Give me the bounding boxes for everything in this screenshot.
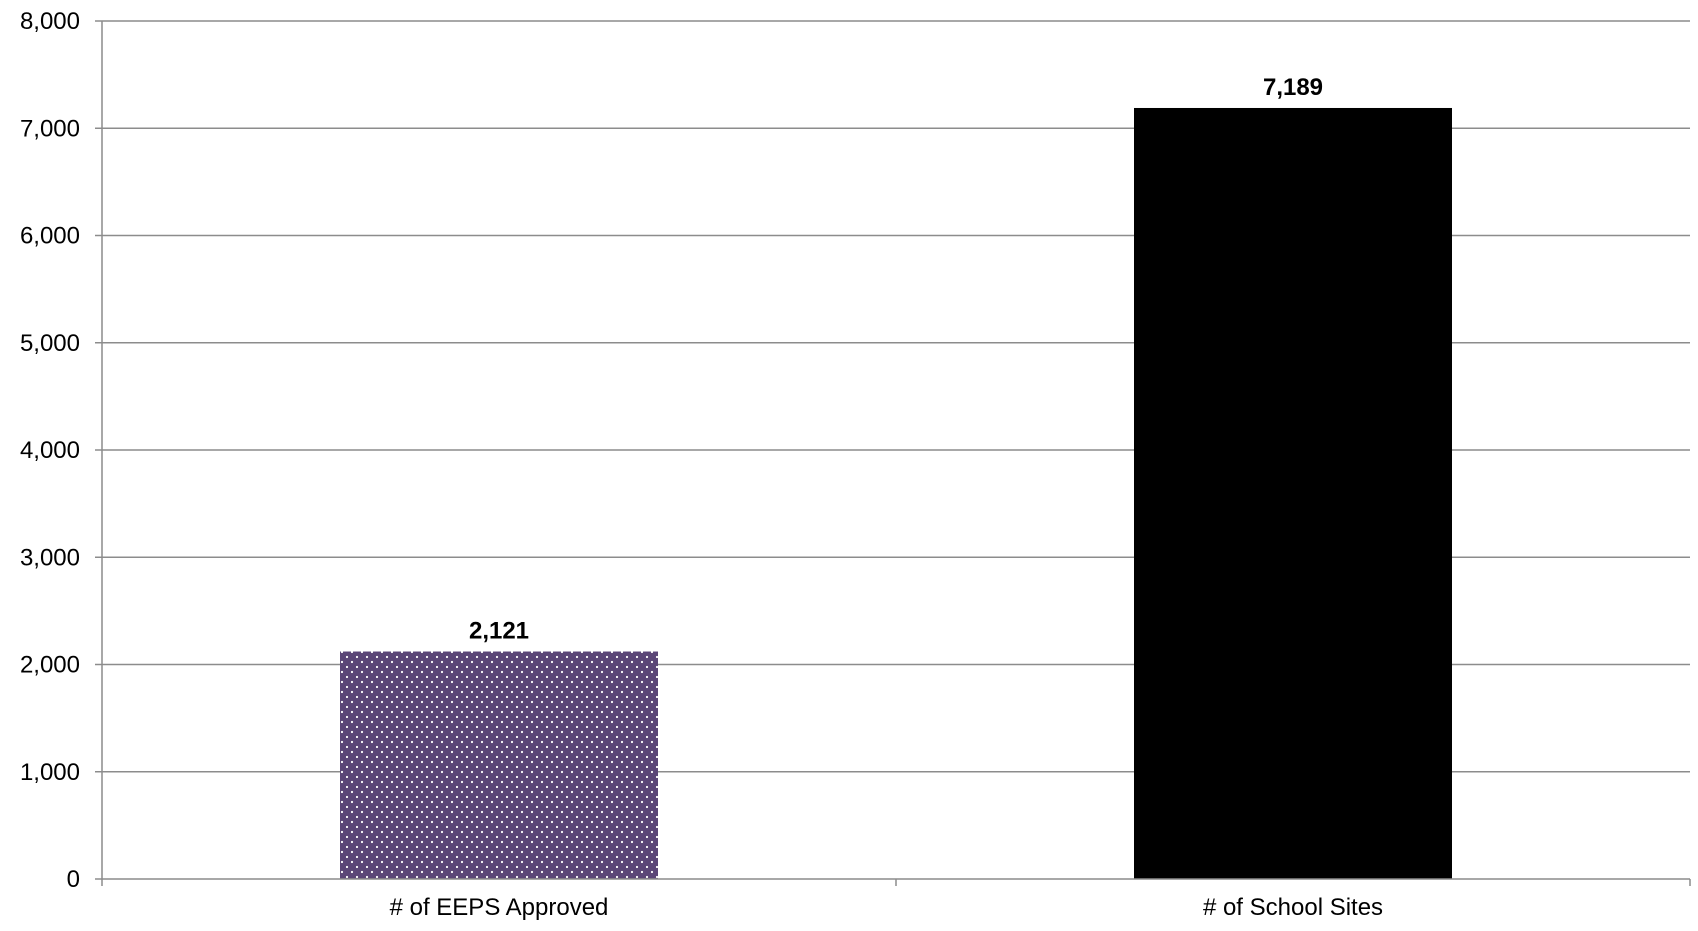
x-tick-label: # of EEPS Approved: [390, 894, 609, 921]
labels: 0 1,000 2,000 3,000 4,000 5,000 6,000 7,000 8,00…: [20, 8, 1383, 921]
y-tick-label: 4,000: [20, 437, 80, 464]
bars: [340, 107, 1452, 880]
y-tick-label: 0: [67, 866, 80, 893]
y-tick-label: 8,000: [20, 8, 80, 35]
data-label: 2,121: [469, 618, 529, 645]
y-tick-label: 7,000: [20, 115, 80, 142]
data-label: 7,189: [1263, 74, 1323, 101]
x-tick-label: # of School Sites: [1203, 894, 1383, 921]
bar: [1134, 107, 1452, 880]
y-tick-label: 6,000: [20, 223, 80, 250]
y-tick-label: 2,000: [20, 652, 80, 679]
y-tick-label: 3,000: [20, 544, 80, 571]
y-tick-label: 5,000: [20, 330, 80, 357]
bar: [340, 651, 658, 879]
axes: [95, 20, 1691, 886]
y-tick-label: 1,000: [20, 759, 80, 786]
